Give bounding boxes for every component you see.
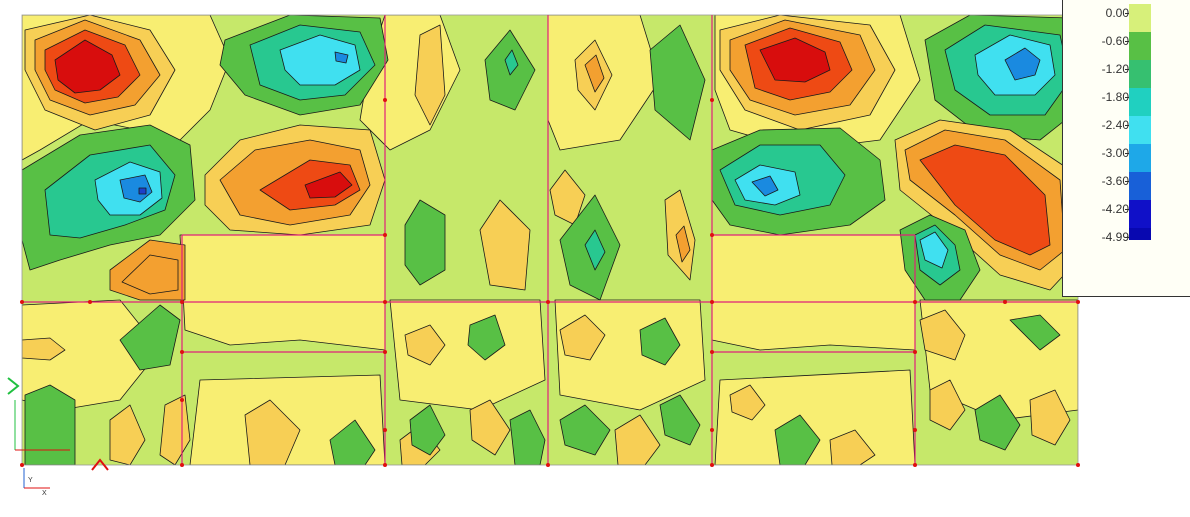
legend-tick — [1125, 13, 1129, 14]
contour-orange-red — [919, 144, 1051, 256]
contour-light-orange — [22, 337, 66, 361]
contour-green — [659, 394, 701, 446]
contour-light-orange — [614, 414, 661, 465]
contour-green — [1009, 314, 1061, 351]
contour-green — [467, 314, 506, 361]
contour-green — [559, 404, 611, 456]
legend-swatch — [1129, 144, 1151, 172]
contour-green — [974, 394, 1021, 451]
legend-level-label: -1.80 — [1101, 90, 1129, 104]
contour-yellow-region — [22, 299, 161, 411]
legend-level-label: -3.00 — [1101, 146, 1129, 160]
legend-level-label: -3.60 — [1101, 174, 1129, 188]
contour-yellow-region — [179, 234, 386, 351]
contour-light-orange — [549, 169, 586, 226]
axis-triad — [7, 377, 109, 489]
triad-y-label: Y — [28, 477, 33, 484]
contour-green — [649, 24, 706, 141]
legend-level-label: -2.40 — [1101, 118, 1129, 132]
contour-red — [304, 171, 353, 199]
contour-cyan — [279, 34, 361, 86]
legend-tick — [1125, 41, 1129, 42]
legend-tick — [1125, 97, 1129, 98]
contour-light-orange — [829, 429, 876, 465]
legend-tick — [1125, 69, 1129, 70]
contour-green — [409, 404, 446, 456]
contour-teal — [504, 49, 519, 76]
legend-row: -1.80 — [1063, 88, 1190, 116]
contour-light-orange — [469, 399, 511, 456]
contour-blue — [119, 174, 153, 203]
legend-row: -4.99 — [1063, 228, 1190, 247]
contour-deep-blue — [138, 187, 147, 195]
legend-row: -4.20 — [1063, 200, 1190, 228]
legend-level-label: 0.00 — [1105, 6, 1129, 20]
contour-light-orange — [559, 314, 606, 361]
contour-blue — [334, 51, 349, 64]
legend-level-label: -1.20 — [1101, 62, 1129, 76]
contour-orange — [109, 404, 146, 465]
legend-swatch — [1129, 88, 1151, 116]
contour-blue — [1004, 47, 1041, 81]
legend-level-label: -4.20 — [1101, 202, 1129, 216]
contour-light-orange — [919, 309, 966, 361]
contour-light-orange — [479, 199, 531, 291]
legend-tick — [1125, 125, 1129, 126]
legend-swatch — [1129, 60, 1151, 88]
legend-swatch — [1129, 200, 1151, 228]
contour-yellow-region — [714, 369, 916, 465]
contour-light-orange — [929, 379, 966, 431]
contour-orange — [414, 24, 446, 126]
contour-orange — [244, 399, 301, 465]
color-legend: 0.00 -0.60 -1.20 -1.80 -2.40 -3.00 -3.60 -4.20 -… — [1062, 0, 1190, 297]
contour-green — [404, 199, 446, 286]
legend-row: -0.60 — [1063, 32, 1190, 60]
legend-tick — [1125, 237, 1129, 238]
contour-red — [54, 39, 121, 94]
contour-teal — [584, 229, 606, 271]
contour-cyan — [919, 231, 949, 269]
legend-swatch — [1129, 4, 1151, 32]
contour-red — [759, 37, 831, 83]
contour-green — [774, 414, 821, 465]
contour-yellow-region — [711, 234, 916, 351]
legend-level-label: -0.60 — [1101, 34, 1129, 48]
contour-green — [329, 419, 376, 465]
legend-row: -1.20 — [1063, 60, 1190, 88]
contour-green — [119, 304, 181, 371]
contour-orange — [584, 54, 605, 93]
legend-swatch — [1129, 172, 1151, 200]
legend-row: -2.40 — [1063, 116, 1190, 144]
node-markers — [20, 98, 1080, 467]
triad-x-label: X — [42, 490, 47, 497]
legend-level-label: -4.99 — [1101, 230, 1129, 244]
contour-green — [24, 384, 76, 465]
contour-green — [509, 409, 546, 465]
legend-row: 0.00 — [1063, 4, 1190, 32]
legend-swatch — [1129, 228, 1151, 240]
contour-light-orange — [729, 384, 766, 421]
legend-tick — [1125, 181, 1129, 182]
legend-row: -3.60 — [1063, 172, 1190, 200]
legend-swatch — [1129, 32, 1151, 60]
legend-tick — [1125, 153, 1129, 154]
legend-tick — [1125, 209, 1129, 210]
contour-green — [639, 317, 681, 366]
contour-light-orange — [1029, 389, 1071, 446]
contour-light-orange — [404, 324, 446, 366]
legend-row: -3.00 — [1063, 144, 1190, 172]
contour-orange — [675, 225, 691, 263]
contour-blue — [751, 175, 779, 197]
legend-swatch — [1129, 116, 1151, 144]
contour-light-orange — [121, 254, 179, 295]
